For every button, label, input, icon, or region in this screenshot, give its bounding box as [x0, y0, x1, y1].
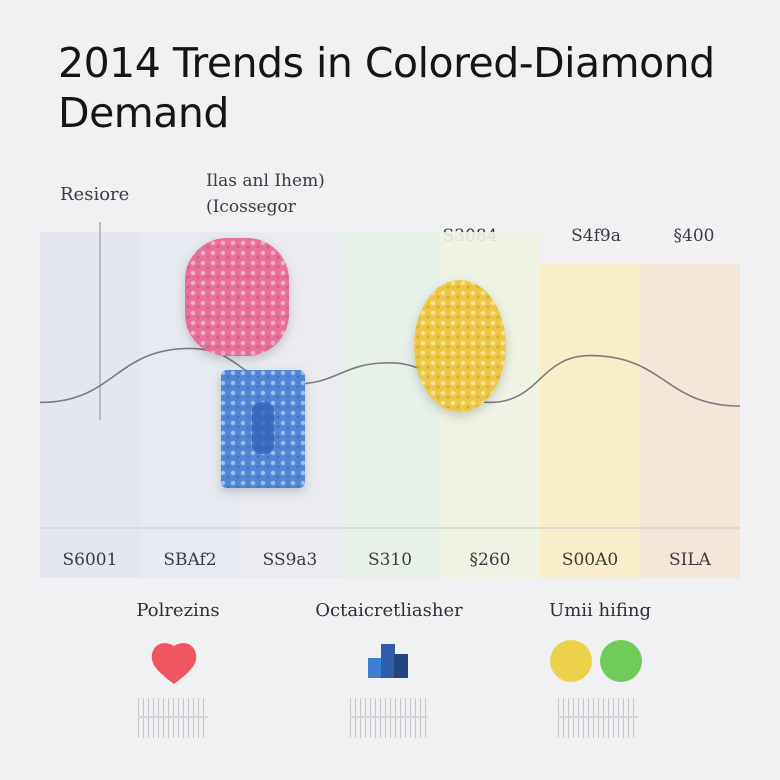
x-tick-label: S00A0 [562, 550, 618, 570]
column-band [340, 232, 440, 578]
x-tick-labels: S6001 SBAf2 SS9a3 S310 §260 S00A0 SILA [63, 550, 712, 570]
x-tick-label: SS9a3 [263, 550, 318, 570]
yellow-dot-icon [550, 640, 592, 682]
yellow-diamond-icon [414, 280, 506, 412]
x-tick-label: SBAf2 [163, 550, 216, 570]
x-tick-label: S6001 [63, 550, 118, 570]
column-band [640, 264, 740, 578]
column-band [40, 232, 140, 578]
legend-label: Polrezins [136, 600, 220, 621]
pink-diamond-icon [185, 238, 289, 356]
series-line [39, 347, 741, 407]
chart-annotation: Ilas anl Ihem) (Icossegor [206, 171, 325, 217]
legend-caption-scribble [350, 698, 428, 738]
top-value-label: §400 [673, 226, 715, 246]
x-tick-label: §260 [470, 550, 511, 570]
legend-label: Octaicretliasher [315, 600, 463, 621]
red-drop-icon [151, 643, 197, 684]
top-value-label: S4f9a [571, 226, 621, 246]
series-lines [39, 347, 741, 407]
y-axis-label: Resiore [60, 184, 130, 205]
line-chart: S6001 SBAf2 SS9a3 S310 §260 S00A0 SILA [39, 222, 741, 578]
x-tick-label: SILA [669, 550, 712, 570]
column-bands [40, 232, 740, 578]
green-dot-icon [600, 640, 642, 682]
blue-blocks-icon [368, 644, 408, 678]
chart-title: 2014 Trends in Colored-Diamond Demand [58, 39, 715, 137]
legend-label: Umii hifing [549, 600, 651, 621]
x-tick-label: S310 [368, 550, 412, 570]
legend-caption-scribble [558, 698, 638, 738]
column-band [540, 264, 640, 578]
blue-diamond-icon [221, 370, 305, 488]
legend-caption-scribble [138, 698, 208, 738]
